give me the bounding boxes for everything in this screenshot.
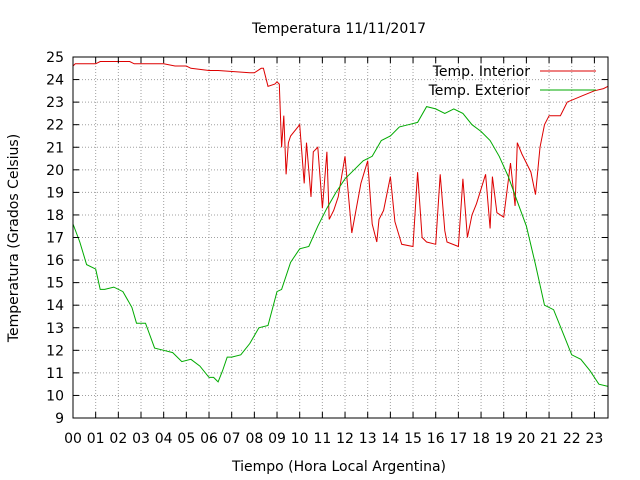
series-layer	[72, 61, 609, 387]
y-tick-label: 10	[46, 388, 64, 404]
x-tick-label: 19	[495, 431, 513, 447]
x-tick-label: 01	[87, 431, 105, 447]
x-tick-label: 02	[109, 431, 127, 447]
y-tick-label: 15	[46, 276, 64, 292]
legend-label-interior: Temp. Interior	[432, 64, 531, 80]
x-tick-label: 04	[155, 431, 173, 447]
y-tick-label: 20	[46, 163, 64, 179]
x-tick-label: 05	[177, 431, 195, 447]
x-tick-label: 17	[449, 431, 467, 447]
x-tick-label: 08	[245, 431, 263, 447]
x-tick-label: 10	[291, 431, 309, 447]
y-tick-label: 21	[46, 140, 64, 156]
x-tick-label: 07	[223, 431, 241, 447]
legend-label-exterior: Temp. Exterior	[428, 83, 531, 99]
x-tick-label: 16	[427, 431, 445, 447]
x-tick-label: 03	[132, 431, 150, 447]
y-tick-label: 11	[46, 366, 64, 382]
x-tick-label: 00	[64, 431, 82, 447]
x-tick-label: 23	[585, 431, 603, 447]
x-tick-label: 18	[472, 431, 490, 447]
y-tick-label: 14	[46, 298, 64, 314]
y-tick-label: 23	[46, 95, 64, 111]
x-tick-label: 11	[313, 431, 331, 447]
x-tick-label: 14	[381, 431, 399, 447]
x-tick-label: 13	[359, 431, 377, 447]
y-tick-label: 19	[46, 185, 64, 201]
x-tick-label: 20	[517, 431, 535, 447]
x-tick-label: 22	[563, 431, 581, 447]
y-tick-label: 18	[46, 208, 64, 224]
y-tick-label: 9	[55, 411, 64, 427]
y-tick-label: 22	[46, 118, 64, 134]
y-tick-label: 25	[46, 50, 64, 66]
y-axis-label: Temperatura (Grados Celsius)	[6, 134, 22, 343]
x-tick-label: 15	[404, 431, 422, 447]
legend: Temp. Interior Temp. Exterior	[428, 64, 596, 99]
series-line-exterior	[72, 106, 609, 387]
chart-title: Temperatura 11/11/2017	[251, 21, 426, 37]
y-tick-label: 16	[46, 253, 64, 269]
x-tick-label: 21	[540, 431, 558, 447]
x-tick-label: 09	[268, 431, 286, 447]
x-tick-label: 06	[200, 431, 218, 447]
x-tick-label: 12	[336, 431, 354, 447]
y-tick-label: 24	[46, 73, 64, 89]
y-tick-label: 13	[46, 321, 64, 337]
y-tick-label: 12	[46, 343, 64, 359]
y-tick-label: 17	[46, 231, 64, 247]
x-axis-label: Tiempo (Hora Local Argentina)	[231, 459, 446, 475]
grid	[73, 57, 608, 418]
